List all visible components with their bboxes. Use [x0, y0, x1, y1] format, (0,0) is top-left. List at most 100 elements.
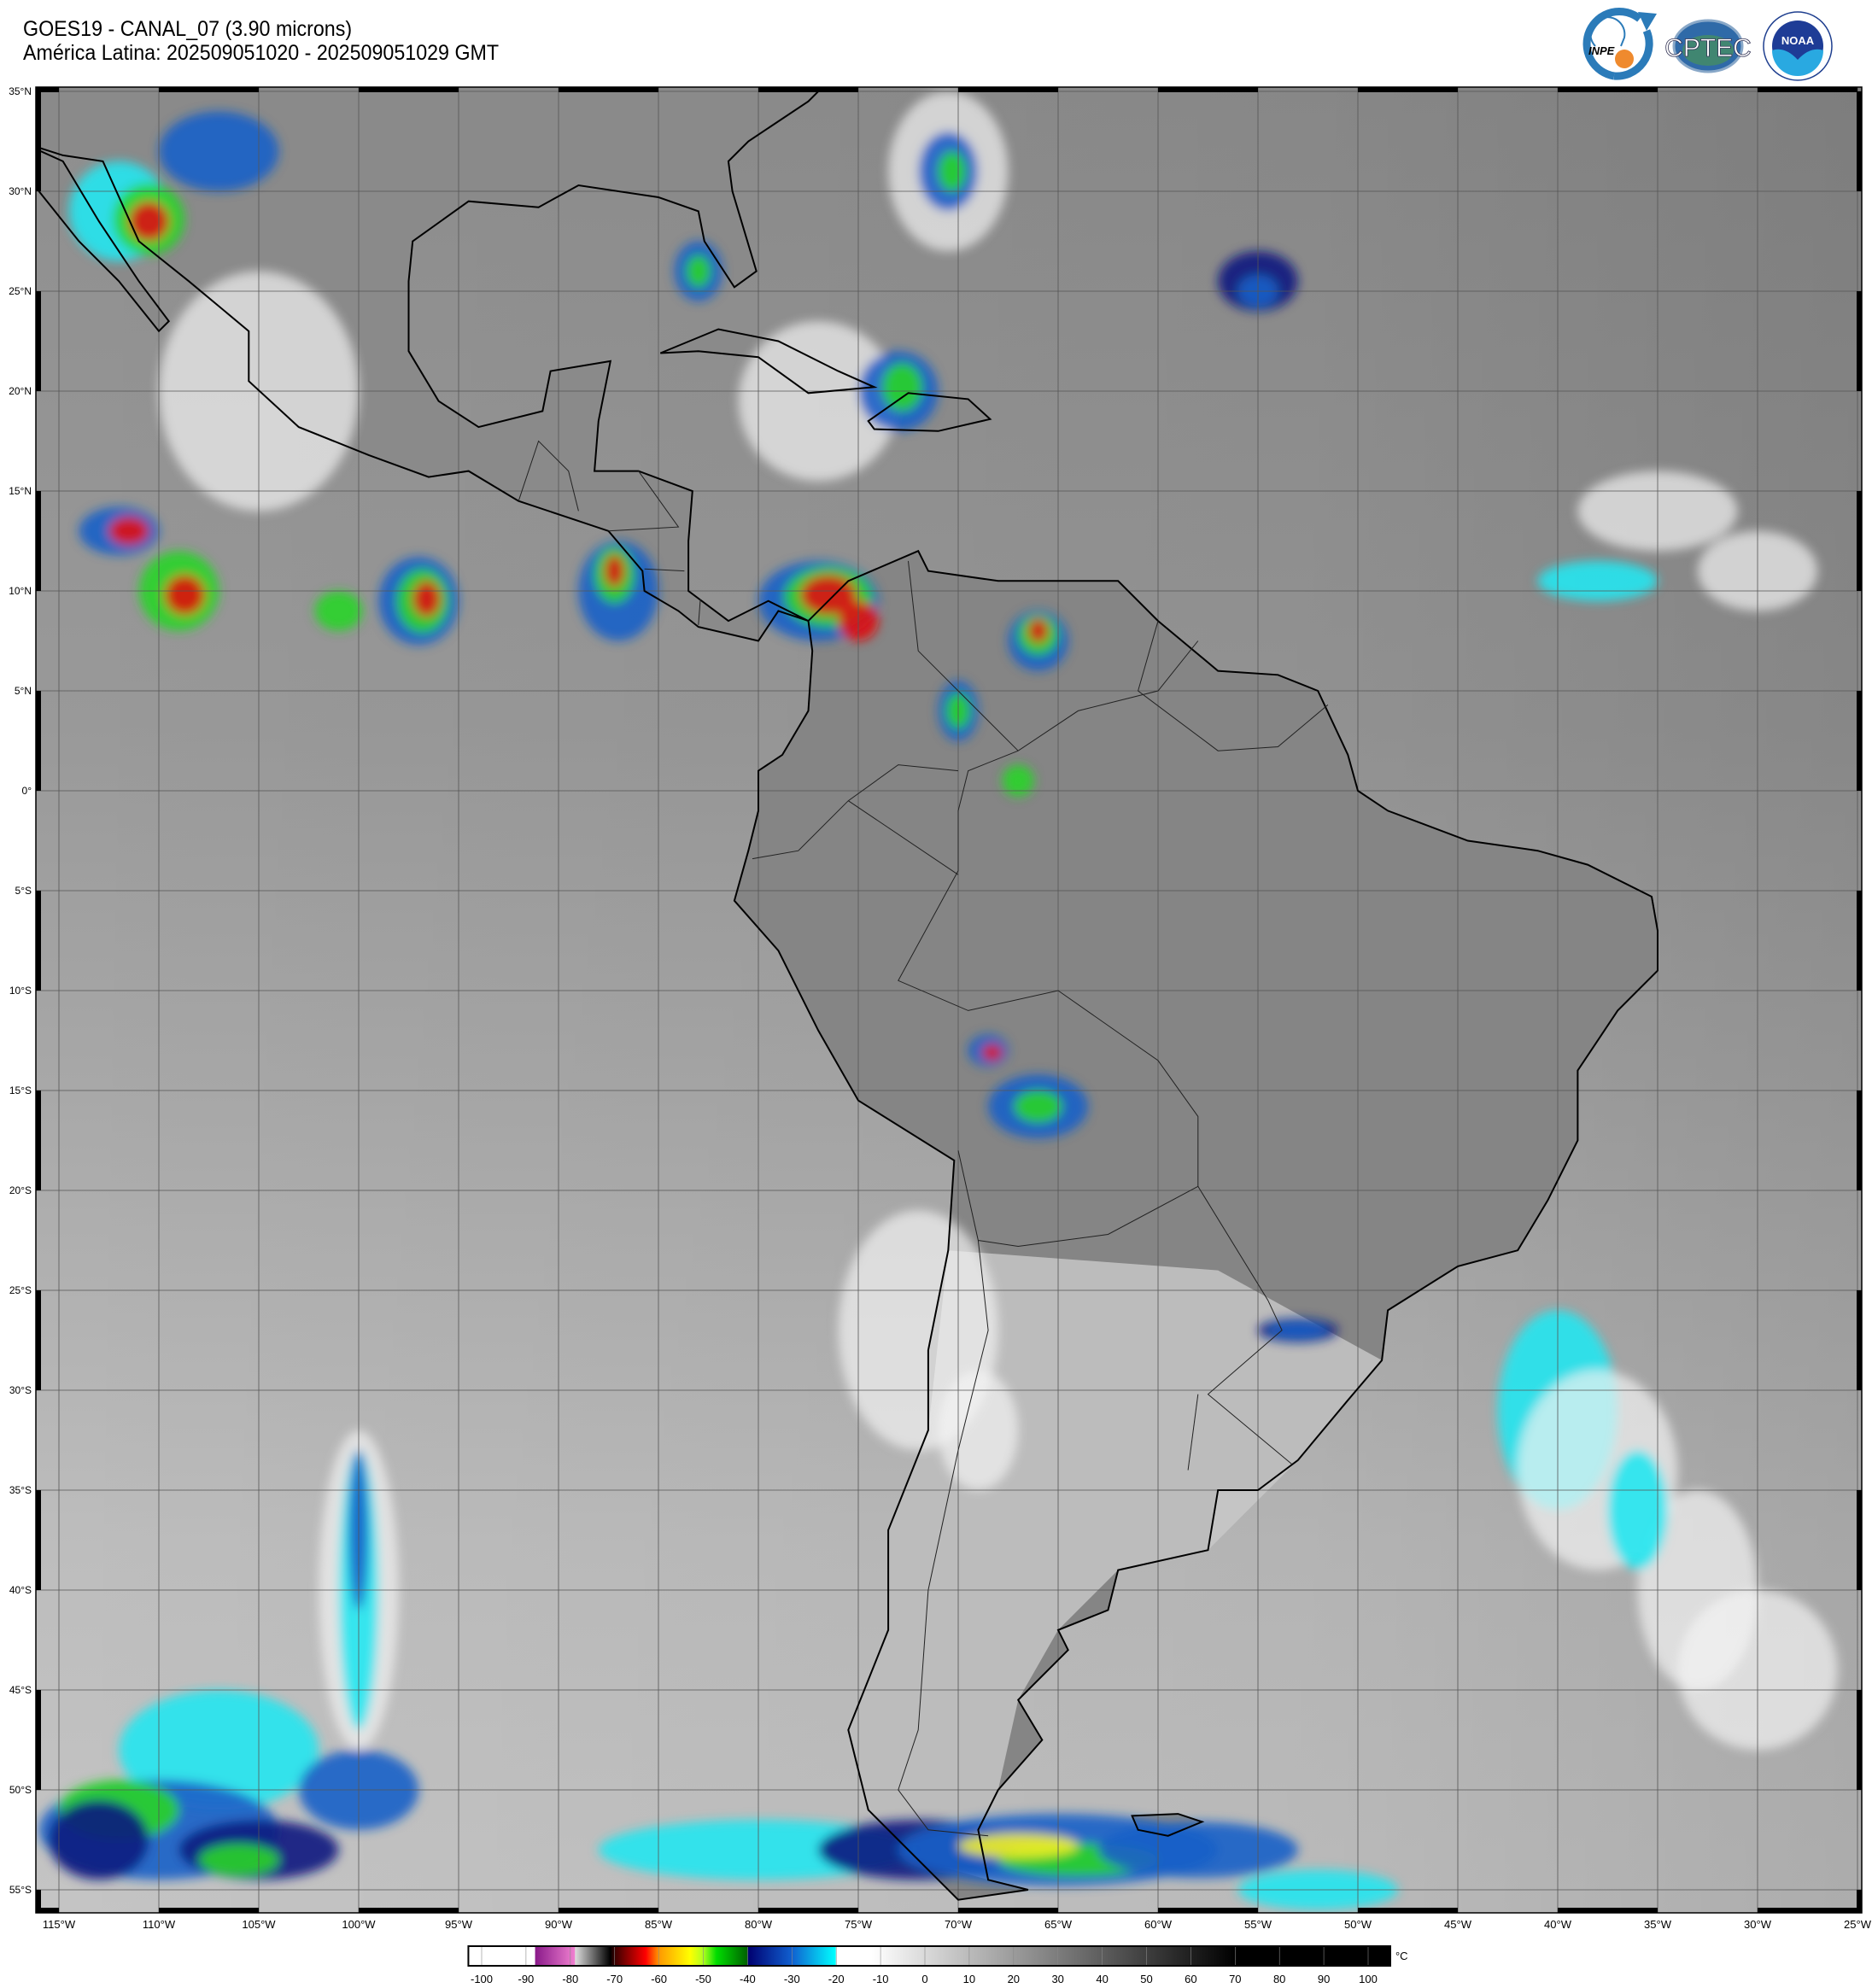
frame-tick [1857, 891, 1862, 991]
colorbar-tick-label: 10 [963, 1973, 975, 1985]
latitude-label: 50°S [9, 1784, 32, 1796]
colorbar-tick-label: 30 [1051, 1973, 1063, 1985]
cloud-feature [1607, 1450, 1668, 1570]
frame-tick [36, 291, 41, 391]
cloud-feature [1267, 1322, 1328, 1339]
cloud-feature [800, 575, 857, 616]
latitude-label: 15°S [9, 1085, 32, 1096]
frame-tick [359, 1908, 459, 1913]
frame-tick [1857, 691, 1862, 791]
frame-tick [36, 1890, 41, 1913]
frame-tick [559, 1908, 658, 1913]
cloud-feature [982, 1044, 1003, 1061]
colorbar-tick-label: 100 [1359, 1973, 1378, 1985]
country-border [608, 471, 680, 532]
latitude-label: 55°S [9, 1884, 32, 1896]
country-border [698, 599, 701, 625]
colorbar-tick-label: -50 [695, 1973, 711, 1985]
frame-tick [36, 91, 41, 191]
cloud-feature [604, 554, 625, 588]
frame-tick [1857, 1090, 1862, 1190]
latitude-label: 35°N [9, 85, 32, 97]
north-central-america-coastline [36, 87, 824, 642]
frame-tick [159, 87, 259, 92]
colorbar-tick-label: 0 [921, 1973, 927, 1985]
svg-text:INPE: INPE [1588, 44, 1615, 57]
colorbar-tick-label: -20 [828, 1973, 845, 1985]
cloud-feature [119, 1690, 319, 1810]
cloud-feature [314, 591, 363, 631]
longitude-label: 105°W [242, 1918, 276, 1931]
colorbar-tick-label: 90 [1318, 1973, 1330, 1985]
frame-tick [958, 87, 1058, 92]
longitude-label: 70°W [945, 1918, 973, 1931]
cloud-feature [1027, 618, 1049, 643]
country-border [908, 560, 1019, 751]
longitude-label: 35°W [1644, 1918, 1672, 1931]
map-frame [35, 86, 1863, 1914]
cuba-coastline [659, 328, 878, 395]
frame-tick [36, 87, 59, 92]
country-border [1138, 620, 1329, 751]
longitude-label: 45°W [1444, 1918, 1472, 1931]
cloud-feature [938, 151, 967, 192]
south-america-coastline [733, 549, 1658, 1901]
falkland-islands-coastline [1131, 1813, 1205, 1837]
frame-tick [159, 1908, 259, 1913]
longitude-label: 100°W [342, 1918, 376, 1931]
frame-tick [1558, 87, 1658, 92]
temperature-colorbar: -100 -90 -80 -70 -60 -50 -40 -30 -20 -10 0 10 20 30 40… [467, 1945, 1408, 1985]
colorbar-tick-label: -70 [606, 1973, 623, 1985]
colorbar-tick-label: 80 [1273, 1973, 1285, 1985]
colorbar-tick-label: 50 [1140, 1973, 1152, 1985]
frame-tick [36, 1490, 41, 1590]
colorbar-tick-label: -100 [471, 1973, 493, 1985]
latitude-label: 0° [22, 785, 32, 797]
longitude-label: 65°W [1044, 1918, 1073, 1931]
frame-tick [559, 87, 658, 92]
frame-tick [1158, 87, 1258, 92]
latitude-labels: 35°N 30°N 25°N 20°N 15°N 10°N 5°N 0° 5°S 10°S 15°S… [9, 85, 32, 1896]
cloud-feature [938, 1370, 1019, 1491]
frame-tick [1358, 87, 1458, 92]
frame-tick [1158, 1908, 1258, 1913]
latitude-label: 30°S [9, 1384, 32, 1396]
longitude-label: 50°W [1344, 1918, 1372, 1931]
longitude-label: 85°W [645, 1918, 673, 1931]
frame-tick [1857, 1890, 1862, 1913]
image-title: GOES19 - CANAL_07 (3.90 microns) [23, 17, 353, 41]
country-border [644, 568, 685, 572]
frame-tick [1857, 1690, 1862, 1790]
frame-tick [36, 1908, 59, 1913]
cloud-feature [686, 254, 711, 288]
colorbar-tick-label: 20 [1008, 1973, 1020, 1985]
colorbar-tick-label: 60 [1185, 1973, 1196, 1985]
frame-tick [36, 1090, 41, 1190]
latitude-label: 25°N [9, 285, 32, 297]
colorbar-tick-label: -90 [518, 1973, 535, 1985]
latitude-label: 15°N [9, 485, 32, 497]
cloud-feature [198, 1844, 279, 1876]
lat-lon-grid [36, 87, 1862, 1913]
longitude-label: 90°W [545, 1918, 573, 1931]
longitude-label: 95°W [445, 1918, 473, 1931]
frame-tick [1857, 1490, 1862, 1590]
noaa-logo: NOAA [1763, 11, 1833, 81]
latitude-label: 25°S [9, 1284, 32, 1296]
latitude-label: 10°N [9, 585, 32, 597]
colorbar-tick-label: -30 [784, 1973, 800, 1985]
frame-tick [36, 1290, 41, 1390]
cloud-feature [412, 581, 441, 617]
longitude-labels: 115°W 110°W 105°W 100°W 95°W 90°W 85°W 80°W 75°W… [43, 1918, 1872, 1931]
latitude-label: 10°S [9, 985, 32, 997]
latitude-label: 20°N [9, 385, 32, 397]
frame-tick [758, 87, 858, 92]
colorbar-tick-label: -10 [873, 1973, 889, 1985]
colorbar-bar [467, 1945, 1391, 1967]
country-border [1187, 1394, 1199, 1471]
longitude-label: 40°W [1544, 1918, 1572, 1931]
frame-tick [36, 691, 41, 791]
frame-tick [758, 1908, 858, 1913]
frame-tick [36, 891, 41, 991]
longitude-label: 60°W [1144, 1918, 1173, 1931]
